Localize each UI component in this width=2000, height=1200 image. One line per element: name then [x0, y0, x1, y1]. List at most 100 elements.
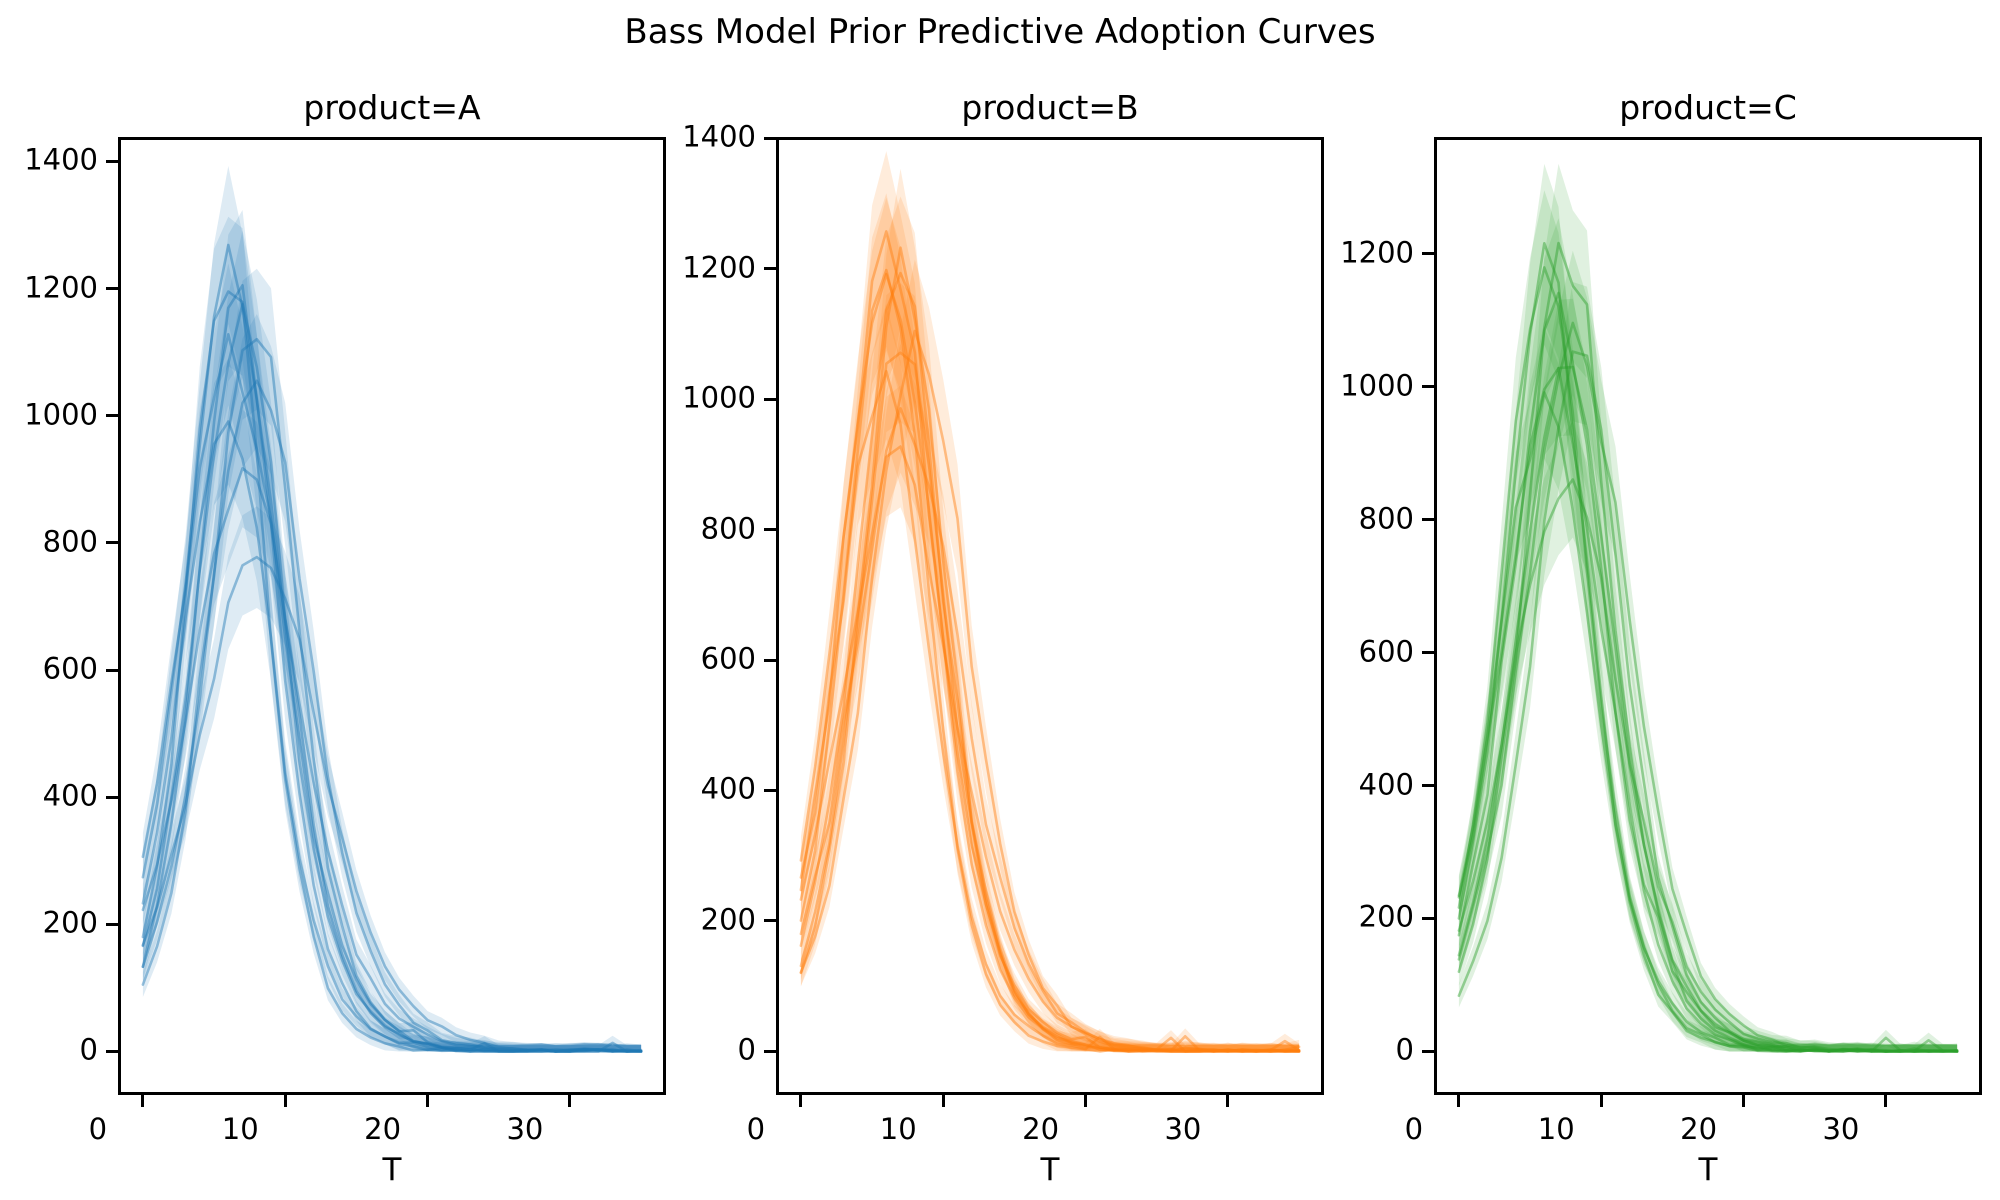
y-tick-label: 400: [700, 772, 756, 807]
adoption-curve: [799, 445, 1301, 1053]
curves-plot: [141, 166, 643, 1053]
y-tick-mark: [764, 528, 776, 532]
adoption-curve: [799, 230, 1301, 1053]
y-tick-label: 400: [1358, 767, 1414, 802]
y-tick-label: 0: [737, 1033, 756, 1068]
x-tick-mark: [1457, 1095, 1461, 1107]
adoption-curve: [1457, 365, 1959, 1053]
y-tick-mark: [764, 267, 776, 271]
y-tick-mark: [106, 922, 118, 926]
adoption-curve: [141, 420, 643, 1053]
y-tick-label: 200: [42, 905, 98, 940]
subplot-title: product=A: [303, 88, 481, 127]
uncertainty-band: [1458, 218, 1958, 1052]
y-tick-mark: [764, 136, 776, 140]
y-tick-label: 1200: [682, 250, 756, 285]
y-tick-label: 1000: [682, 380, 756, 415]
adoption-curve: [1457, 241, 1959, 1053]
adoption-curve: [1457, 321, 1959, 1053]
y-tick-label: 600: [42, 651, 98, 686]
adoption-curve: [1457, 350, 1959, 1053]
x-tick-label: 20: [364, 1112, 402, 1146]
y-tick-mark: [106, 159, 118, 163]
adoption-curve: [141, 379, 643, 1053]
x-tick-mark: [426, 1095, 430, 1107]
adoption-curve: [799, 246, 1301, 1053]
y-tick-mark: [106, 795, 118, 799]
adoption-curve: [799, 407, 1301, 1053]
x-tick-label: 0: [1404, 1112, 1424, 1146]
y-tick-label: 0: [1395, 1033, 1414, 1068]
x-tick-label: 0: [746, 1112, 766, 1146]
uncertainty-band: [800, 196, 1300, 1052]
axes-frame: [118, 137, 666, 1095]
x-axis-label: T: [382, 1152, 402, 1188]
y-tick-mark: [106, 287, 118, 291]
y-tick-label: 1200: [24, 270, 98, 305]
adoption-curve: [1457, 291, 1959, 1053]
y-tick-mark: [764, 397, 776, 401]
y-tick-mark: [106, 541, 118, 545]
y-tick-label: 400: [42, 778, 98, 813]
figure-title: Bass Model Prior Predictive Adoption Cur…: [624, 12, 1376, 52]
y-tick-label: 1000: [24, 397, 98, 432]
y-tick-mark: [764, 1049, 776, 1053]
x-axis-label: T: [1040, 1152, 1060, 1188]
y-tick-label: 200: [700, 902, 756, 937]
uncertainty-band: [142, 358, 642, 1052]
x-tick-label: 30: [506, 1112, 544, 1146]
x-tick-mark: [1084, 1095, 1088, 1107]
y-tick-mark: [1422, 916, 1434, 920]
y-tick-label: 1000: [1340, 368, 1414, 403]
subplot-title: product=C: [1619, 88, 1797, 127]
axes-frame: [1434, 137, 1982, 1095]
y-tick-label: 800: [1358, 501, 1414, 536]
y-tick-label: 0: [79, 1033, 98, 1068]
y-tick-label: 200: [1358, 900, 1414, 935]
x-tick-label: 30: [1164, 1112, 1202, 1146]
uncertainty-band: [800, 168, 1300, 1052]
x-tick-label: 10: [221, 1112, 259, 1146]
x-tick-mark: [1226, 1095, 1230, 1107]
y-tick-mark: [764, 658, 776, 662]
x-tick-mark: [1884, 1095, 1888, 1107]
adoption-curve: [141, 555, 643, 1053]
x-tick-label: 30: [1822, 1112, 1860, 1146]
y-tick-mark: [764, 788, 776, 792]
adoption-curve: [141, 290, 643, 1053]
adoption-curve: [1457, 242, 1959, 1053]
y-tick-label: 800: [700, 511, 756, 546]
y-tick-mark: [106, 1049, 118, 1053]
uncertainty-band: [142, 263, 642, 1052]
adoption-curve: [141, 243, 643, 1053]
adoption-curve: [141, 466, 643, 1053]
curves-plot: [799, 151, 1301, 1053]
axes-frame: [776, 137, 1324, 1095]
subplot-title: product=B: [961, 88, 1139, 127]
y-tick-mark: [1422, 651, 1434, 655]
y-tick-mark: [1422, 252, 1434, 256]
y-tick-mark: [106, 414, 118, 418]
y-tick-label: 1400: [682, 119, 756, 154]
x-tick-label: 10: [879, 1112, 917, 1146]
x-tick-mark: [283, 1095, 287, 1107]
y-tick-mark: [1422, 385, 1434, 389]
adoption-curve: [141, 302, 643, 1053]
uncertainty-band: [142, 230, 642, 1052]
adoption-curve: [1457, 478, 1959, 1053]
x-tick-label: 20: [1680, 1112, 1718, 1146]
x-tick-mark: [141, 1095, 145, 1107]
uncertainty-band: [800, 385, 1300, 1052]
adoption-curve: [1457, 391, 1959, 1053]
y-tick-mark: [1422, 1049, 1434, 1053]
x-tick-mark: [568, 1095, 572, 1107]
y-tick-label: 600: [1358, 634, 1414, 669]
y-tick-mark: [764, 919, 776, 923]
curves-plot: [1457, 163, 1959, 1053]
x-tick-mark: [1742, 1095, 1746, 1107]
adoption-curve: [141, 333, 643, 1053]
adoption-curve: [799, 271, 1301, 1053]
x-tick-label: 20: [1022, 1112, 1060, 1146]
adoption-curve: [141, 337, 643, 1053]
